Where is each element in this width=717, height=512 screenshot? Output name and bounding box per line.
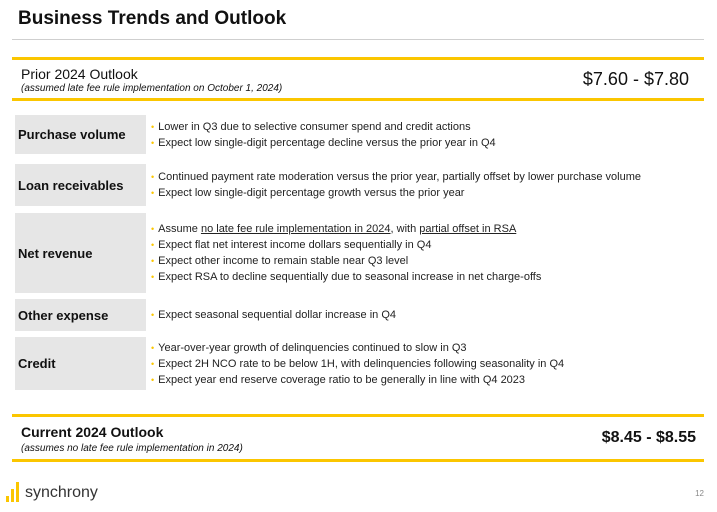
outlook-row-loan-receivables: Loan receivables • Continued payment rate… [15,164,705,206]
bullet-icon: • [151,121,155,132]
prior-outlook-box: Prior 2024 Outlook (assumed late fee rul… [12,57,704,101]
row-category: Credit [15,337,146,390]
bullet-icon: • [151,342,155,353]
list-item: • Expect seasonal sequential dollar incre… [151,309,397,321]
bullet-icon: • [151,374,155,385]
list-item: • Expect low single-digit percentage decl… [151,136,496,149]
brand-name: synchrony [25,484,98,501]
current-outlook-box: Current 2024 Outlook (assumes no late fe… [12,414,704,462]
bullet-icon: • [151,310,155,320]
row-category: Loan receivables [15,164,146,206]
row-category: Net revenue [15,213,146,293]
row-category: Other expense [15,299,146,331]
prior-outlook-label: Prior 2024 Outlook [21,66,138,82]
list-item: • Expect RSA to decline sequentially due … [151,271,542,283]
prior-outlook-value: $7.60 - $7.80 [582,69,689,89]
brand-bars-icon [6,482,21,502]
list-item: • Expect flat net interest income dollars… [151,239,432,251]
outlook-row-net-revenue: Net revenue • Assume no late fee rule imp… [15,213,705,293]
bullet-icon: • [151,172,155,182]
prior-outlook-bottom-bar [12,98,704,101]
current-outlook-note: (assumes no late fee rule implementation… [21,443,243,454]
list-item: • Lower in Q3 due to selective consumer s… [151,120,471,133]
list-item: • Assume no late fee rule implementation … [151,223,517,235]
prior-outlook-top-bar [12,57,704,60]
current-outlook-bottom-bar [12,459,704,462]
current-outlook-value: $8.45 - $8.55 [601,429,696,446]
synchrony-logo: synchrony [6,482,98,502]
row-items: • Expect seasonal sequential dollar incre… [151,299,396,331]
current-outlook-top-bar [12,414,704,417]
bullet-icon: • [151,358,155,369]
page-number: 12 [695,489,704,498]
row-items: • Lower in Q3 due to selective consumer s… [151,115,496,154]
outlook-row-other-expense: Other expense • Expect seasonal sequentia… [15,299,705,331]
title-divider [12,39,704,40]
row-category: Purchase volume [15,115,146,154]
bullet-icon: • [151,137,155,148]
bullet-icon: • [151,256,155,266]
row-items: • Year-over-year growth of delinquencies … [151,337,564,390]
bullet-icon: • [151,224,155,234]
bullet-icon: • [151,272,155,282]
outlook-row-credit: Credit • Year-over-year growth of delinqu… [15,337,705,390]
row-items: • Continued payment rate moderation versu… [151,164,641,206]
page-title: Business Trends and Outlook [18,8,287,29]
prior-outlook-note: (assumed late fee rule implementation on… [21,83,283,94]
row-items: • Assume no late fee rule implementation … [151,213,541,293]
current-outlook-label: Current 2024 Outlook [21,424,164,440]
list-item: • Expect 2H NCO rate to be below 1H, with… [151,357,565,370]
list-item: • Expect other income to remain stable ne… [151,255,409,267]
outlook-row-purchase-volume: Purchase volume • Lower in Q3 due to sele… [15,115,705,154]
bullet-icon: • [151,188,155,198]
bullet-icon: • [151,240,155,250]
list-item: • Expect low single-digit percentage grow… [151,187,465,199]
list-item: • Year-over-year growth of delinquencies … [151,341,467,354]
list-item: • Continued payment rate moderation versu… [151,171,641,183]
list-item: • Expect year end reserve coverage ratio … [151,373,526,386]
